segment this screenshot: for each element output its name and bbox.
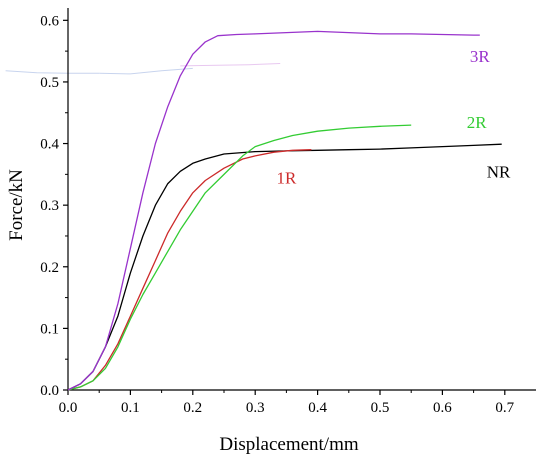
- faint-trace-1: [99, 67, 193, 75]
- series-line-nr: [67, 143, 502, 391]
- y-tick-label: 0.1: [40, 321, 59, 337]
- axes: [67, 8, 536, 391]
- faint-trace-0: [5, 70, 100, 74]
- y-tick-label: 0.4: [40, 137, 59, 153]
- series-labels: NR 1R 2R 3R: [276, 47, 511, 187]
- series-label-1r: 1R: [276, 169, 297, 188]
- series-line-1r: [67, 149, 312, 391]
- data-series: [67, 30, 502, 391]
- x-tick-label: 0.7: [495, 400, 514, 416]
- y-axis-title: Force/kN: [6, 169, 27, 241]
- x-tick-label: 0.5: [371, 400, 390, 416]
- x-tick-label: 0.0: [59, 400, 78, 416]
- x-tick-label: 0.1: [121, 400, 140, 416]
- x-tick-label: 0.3: [246, 400, 265, 416]
- series-line-2r: [67, 124, 412, 391]
- faint-trace-2: [180, 63, 281, 67]
- y-axis-ticks: 0.0 0.1 0.2 0.3 0.4 0.5 0.6: [40, 13, 68, 399]
- x-tick-label: 0.2: [183, 400, 202, 416]
- series-line-3r: [67, 30, 480, 391]
- x-axis-ticks: 0.0 0.1 0.2 0.3 0.4 0.5 0.6 0.7: [59, 390, 515, 416]
- faint-background-traces: [5, 63, 281, 75]
- series-label-nr: NR: [487, 162, 511, 181]
- series-label-2r: 2R: [467, 113, 488, 132]
- y-tick-label: 0.6: [40, 13, 59, 29]
- y-tick-label: 0.3: [40, 198, 59, 214]
- x-axis-title: Displacement/mm: [219, 434, 359, 455]
- x-tick-label: 0.4: [308, 400, 327, 416]
- series-label-3r: 3R: [470, 47, 491, 66]
- x-tick-label: 0.6: [433, 400, 452, 416]
- y-tick-label: 0.0: [40, 383, 59, 399]
- y-tick-label: 0.2: [40, 260, 59, 276]
- y-tick-label: 0.5: [40, 75, 59, 91]
